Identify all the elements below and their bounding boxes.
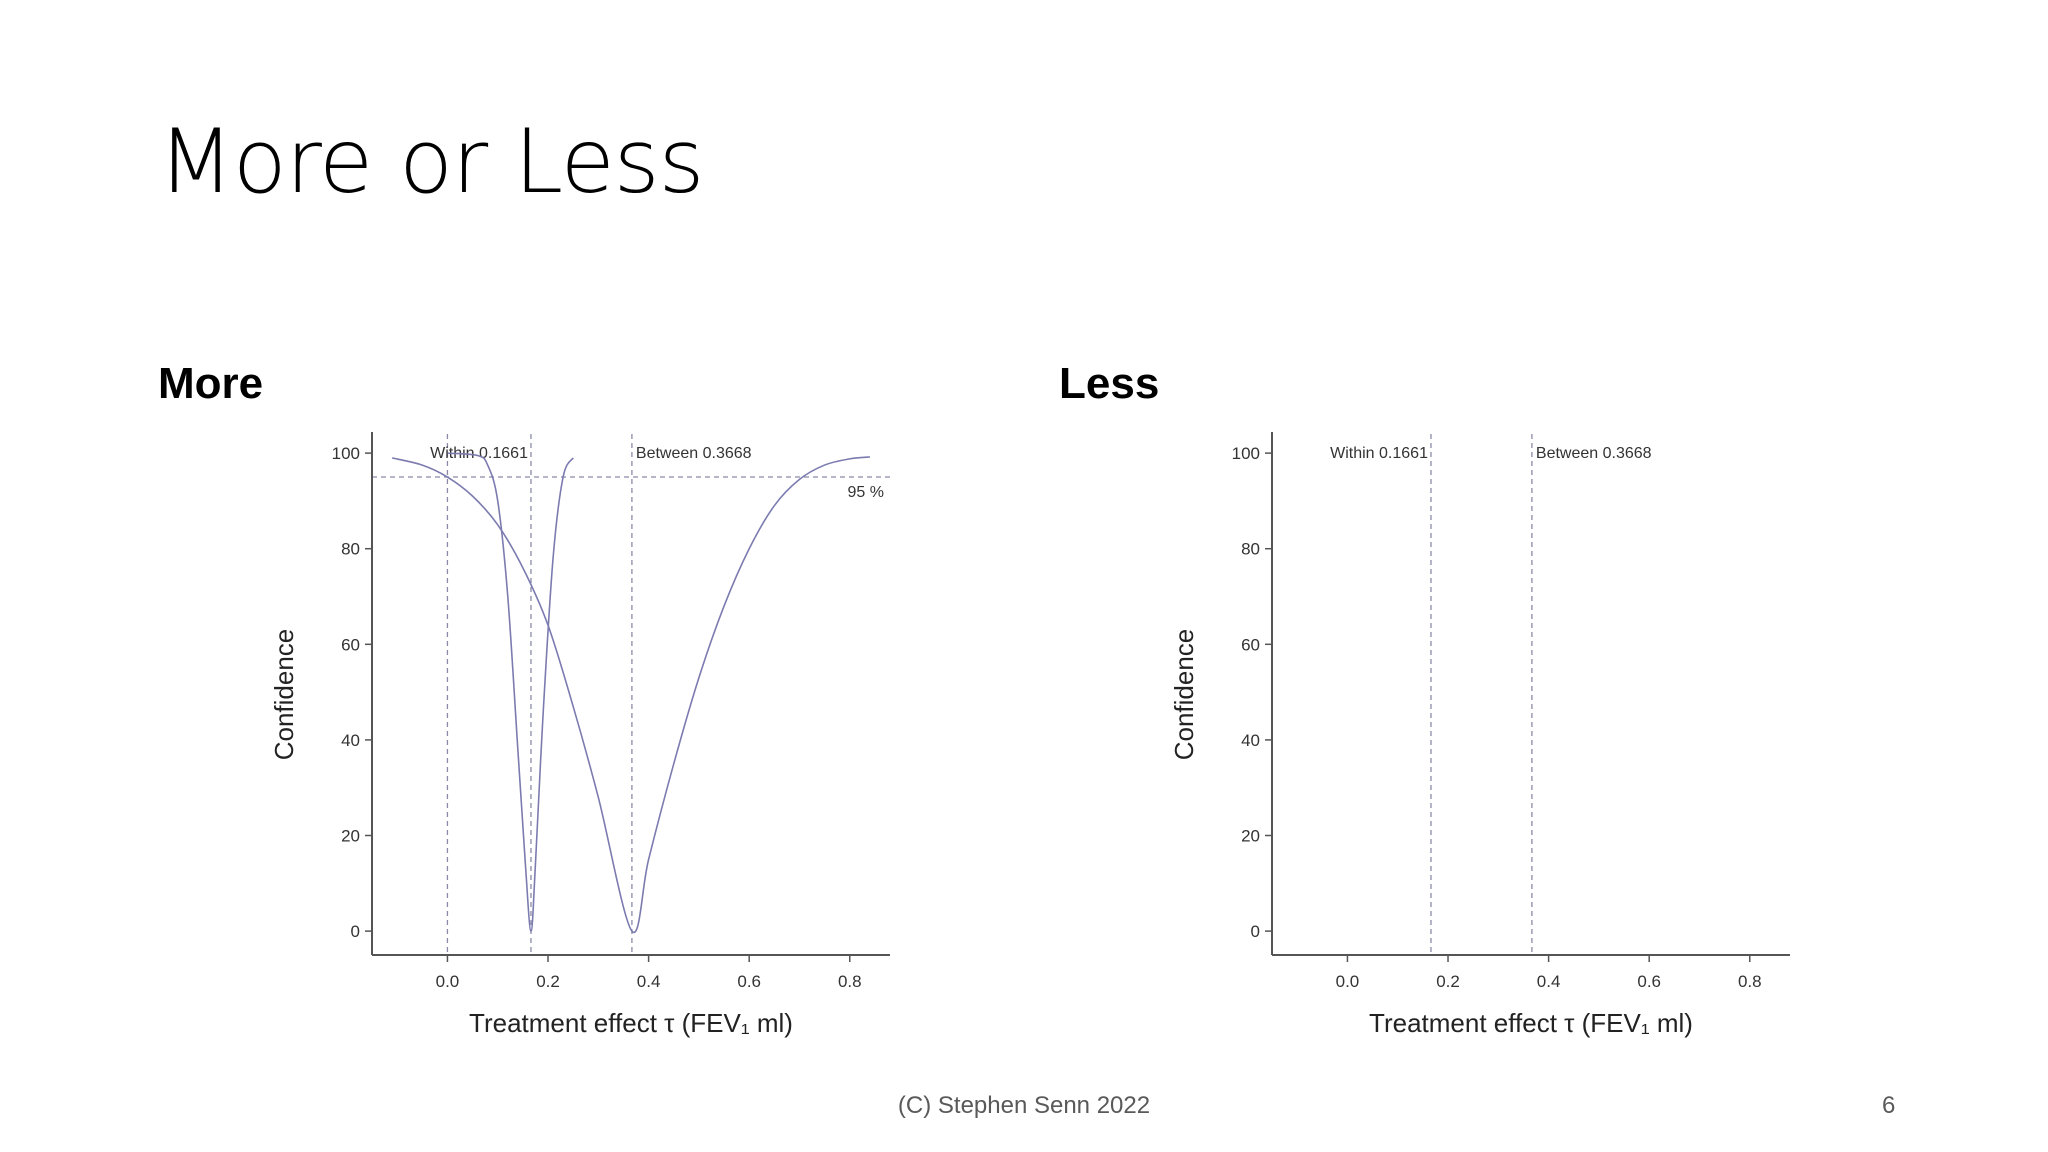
y-tick-label: 60 bbox=[341, 635, 360, 654]
x-tick-label: 0.0 bbox=[436, 972, 460, 991]
x-tick-label: 0.0 bbox=[1336, 972, 1360, 991]
reference-label: Between 0.3668 bbox=[636, 445, 752, 462]
panel-heading-less: Less bbox=[1059, 359, 1160, 408]
slide-title: More or Less bbox=[158, 110, 704, 213]
y-axis-label: Confidence bbox=[269, 629, 299, 761]
y-tick-label: 40 bbox=[341, 731, 360, 750]
y-tick-label: 20 bbox=[1241, 827, 1260, 846]
y-tick-label: 20 bbox=[341, 827, 360, 846]
series-line-1 bbox=[447, 452, 574, 932]
series-line-2 bbox=[391, 456, 870, 934]
y-axis-label: Confidence bbox=[1169, 629, 1199, 761]
page-number: 6 bbox=[1882, 1092, 1896, 1119]
reference-label: Between 0.3668 bbox=[1536, 445, 1652, 462]
reference-label: 95 % bbox=[848, 484, 884, 501]
footer-copyright: (C) Stephen Senn 2022 bbox=[897, 1092, 1151, 1119]
x-axis-label: Treatment effect τ (FEV₁ ml) bbox=[1369, 1008, 1693, 1038]
chart-less: Within 0.1661 Between 0.3668 0 20 40 60 80 100 0… bbox=[1169, 432, 1790, 1038]
y-tick-label: 100 bbox=[1232, 444, 1260, 463]
x-tick-label: 0.4 bbox=[637, 972, 661, 991]
y-tick-label: 40 bbox=[1241, 731, 1260, 750]
chart-more: Within 0.1661 Between 0.3668 95 % 0 20 40 60 80… bbox=[269, 432, 890, 1038]
x-tick-label: 0.8 bbox=[838, 972, 862, 991]
reference-label: Within 0.1661 bbox=[430, 445, 528, 462]
x-axis-label: Treatment effect τ (FEV₁ ml) bbox=[469, 1008, 793, 1038]
x-tick-label: 0.6 bbox=[737, 972, 761, 991]
panel-heading-more: More bbox=[158, 359, 264, 408]
y-tick-label: 0 bbox=[1251, 922, 1260, 941]
y-tick-label: 80 bbox=[341, 540, 360, 559]
x-tick-label: 0.2 bbox=[1436, 972, 1460, 991]
y-tick-label: 0 bbox=[351, 922, 360, 941]
x-tick-label: 0.6 bbox=[1637, 972, 1661, 991]
y-tick-label: 100 bbox=[332, 444, 360, 463]
y-tick-label: 60 bbox=[1241, 635, 1260, 654]
x-tick-label: 0.4 bbox=[1537, 972, 1561, 991]
x-tick-label: 0.8 bbox=[1738, 972, 1762, 991]
x-tick-label: 0.2 bbox=[536, 972, 560, 991]
y-tick-label: 80 bbox=[1241, 540, 1260, 559]
reference-label: Within 0.1661 bbox=[1330, 445, 1428, 462]
